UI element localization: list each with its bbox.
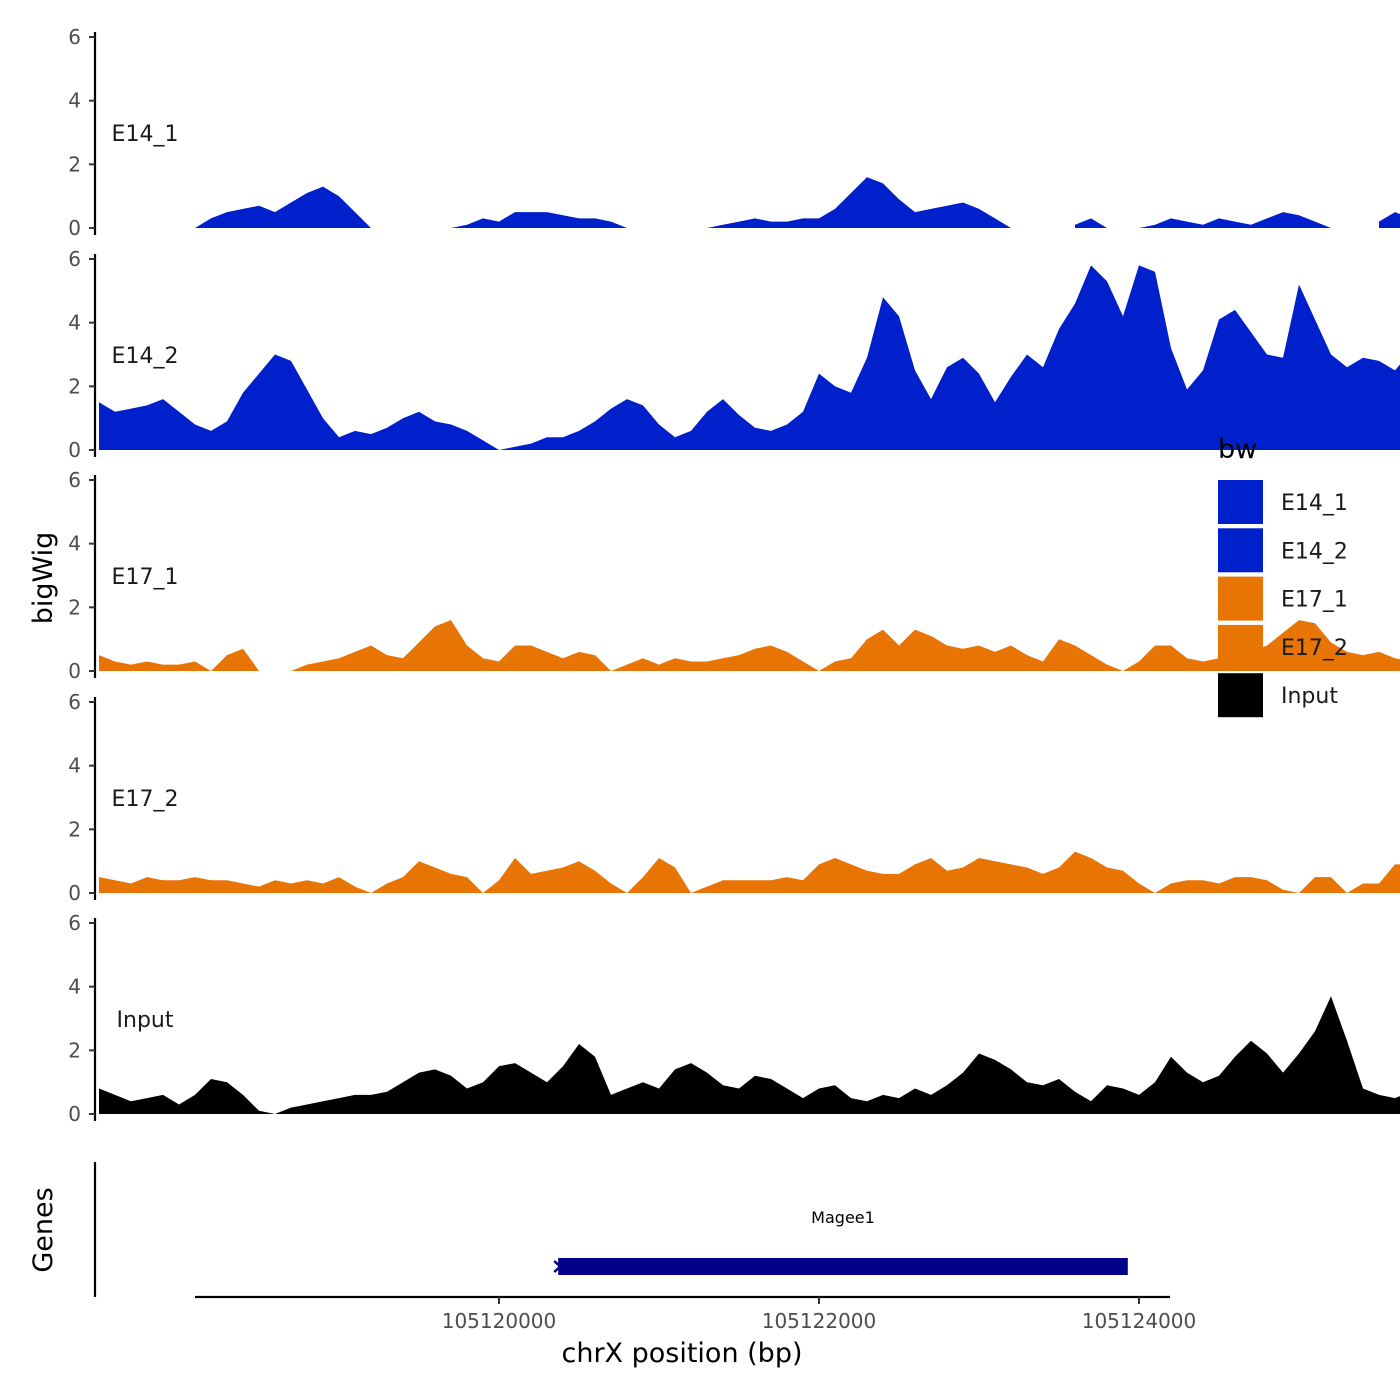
y-tick-label: 2 — [68, 595, 81, 619]
y-tick-label: 4 — [68, 754, 81, 778]
legend-swatch-e17-1 — [1218, 576, 1263, 621]
signal-area-e17-1-0 — [99, 648, 259, 671]
legend-swatch-e14-2 — [1218, 528, 1263, 573]
legend-label-input: Input — [1281, 684, 1338, 709]
gene-panel-title: Genes — [28, 1187, 59, 1272]
y-tick-label: 2 — [68, 817, 81, 841]
y-tick-label: 2 — [68, 152, 81, 176]
y-tick-label: 6 — [68, 690, 81, 714]
legend-label-e17-1: E17_1 — [1281, 588, 1348, 613]
y-tick-label: 6 — [68, 911, 81, 935]
x-ticks: 105120000 105122000 105124000 — [442, 1297, 1197, 1333]
x-axis-title: chrX position (bp) — [561, 1338, 802, 1369]
x-tick-label: 105122000 — [762, 1309, 877, 1333]
gene-body-magee1 — [558, 1258, 1128, 1275]
x-axis: 105120000 105122000 105124000 chrX positio… — [195, 1295, 1197, 1369]
gene-start-marker-magee1 — [553, 1260, 563, 1273]
track-e14-1: 0 2 4 6 E14_1 — [68, 25, 1400, 240]
y-tick-label: 0 — [68, 438, 81, 462]
y-tick-label: 0 — [68, 1102, 81, 1126]
gene-panel: Genes Magee1 — [28, 1162, 1128, 1297]
legend-items: E14_1 E14_2 E17_1 E17_2 Input — [1218, 480, 1348, 718]
track-e17-2: 0 2 4 6 E17_2 — [68, 690, 1400, 905]
tracks-layer: 0 2 4 6 E14_1 0 2 4 6 E14_2 0 2 4 6 E17_1 0 2 4 6 E17_2 0 2 4 6… — [68, 25, 1400, 1126]
y-tick-label: 6 — [68, 468, 81, 492]
track-label-input: Input — [117, 1008, 174, 1033]
y-axis-title: bigWig — [28, 532, 59, 625]
signal-area-e17-1-1 — [291, 620, 1400, 671]
track-label-e14-2: E14_2 — [112, 344, 179, 369]
legend: bw E14_1 E14_2 E17_1 E17_2 Input — [1218, 434, 1348, 718]
y-tick-label: 4 — [68, 975, 81, 999]
signal-area-e14-1-4 — [1139, 212, 1331, 228]
signal-area-e14-1-1 — [451, 212, 627, 228]
track-input: 0 2 4 6 Input — [68, 911, 1400, 1126]
y-tick-label: 2 — [68, 1038, 81, 1062]
y-tick-label: 6 — [68, 247, 81, 271]
y-tick-label: 4 — [68, 532, 81, 556]
legend-label-e14-2: E14_2 — [1281, 539, 1348, 564]
legend-swatch-e17-2 — [1218, 624, 1263, 669]
legend-title: bw — [1218, 434, 1257, 465]
track-e14-2: 0 2 4 6 E14_2 — [68, 247, 1400, 462]
legend-label-e17-2: E17_2 — [1281, 636, 1348, 661]
track-label-e17-2: E17_2 — [112, 787, 179, 812]
legend-label-e14-1: E14_1 — [1281, 491, 1348, 516]
signal-area-e14-1-0 — [179, 186, 371, 228]
y-tick-label: 0 — [68, 216, 81, 240]
signal-area-input-0 — [99, 996, 1400, 1114]
track-label-e17-1: E17_1 — [112, 565, 179, 590]
legend-swatch-e14-1 — [1218, 480, 1263, 524]
y-tick-label: 0 — [68, 659, 81, 683]
signal-area-e14-1-5 — [1379, 212, 1400, 228]
y-tick-label: 2 — [68, 374, 81, 398]
y-tick-label: 6 — [68, 25, 81, 49]
track-label-e14-1: E14_1 — [112, 122, 179, 147]
y-tick-label: 4 — [68, 89, 81, 113]
legend-swatch-input — [1218, 673, 1263, 718]
gene-label-magee1: Magee1 — [811, 1208, 875, 1227]
x-tick-label: 105124000 — [1082, 1309, 1197, 1333]
signal-area-e14-1-3 — [1075, 218, 1107, 228]
x-tick-label: 105120000 — [442, 1309, 557, 1333]
y-tick-label: 4 — [68, 311, 81, 335]
signal-area-e14-1-2 — [691, 177, 1011, 228]
y-tick-label: 0 — [68, 881, 81, 905]
signal-area-e14-2-0 — [99, 265, 1400, 450]
genes-layer: Magee1 — [553, 1208, 1128, 1275]
track-e17-1: 0 2 4 6 E17_1 — [68, 468, 1400, 683]
signal-area-e17-2-0 — [99, 851, 1400, 893]
